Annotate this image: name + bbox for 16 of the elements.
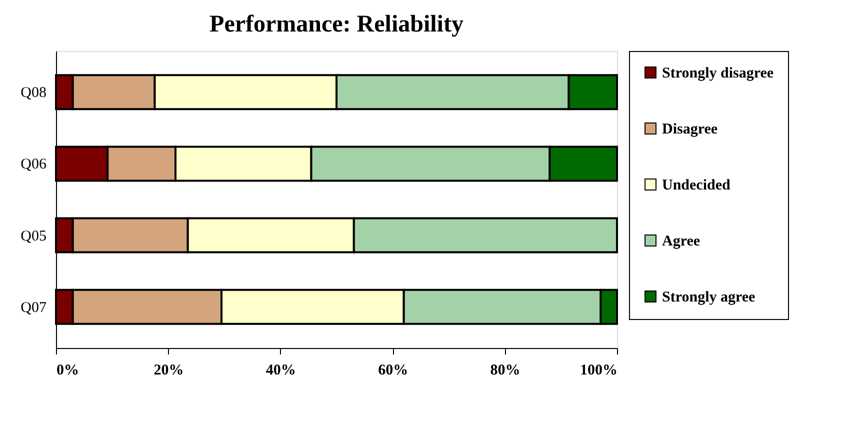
legend-label: Undecided (662, 178, 731, 194)
legend-label: Agree (662, 234, 700, 250)
y-tick-label: Q06 (20, 156, 47, 173)
legend-label: Disagree (662, 122, 718, 138)
chart-title: Performance: Reliability (210, 12, 464, 38)
x-tick-label: 0% (56, 362, 79, 378)
y-tick-label: Q08 (20, 85, 46, 102)
x-tick-label: 100% (580, 362, 618, 378)
legend-label: Strongly disagree (662, 66, 774, 82)
x-tick-label: 40% (266, 362, 296, 378)
x-tick-label: 60% (378, 362, 408, 378)
legend-label: Strongly agree (662, 290, 756, 306)
y-tick-label: Q05 (20, 228, 46, 244)
x-tick-label: 20% (154, 362, 184, 378)
y-tick-label: Q07 (20, 300, 47, 316)
x-tick-label: 80% (490, 362, 520, 378)
